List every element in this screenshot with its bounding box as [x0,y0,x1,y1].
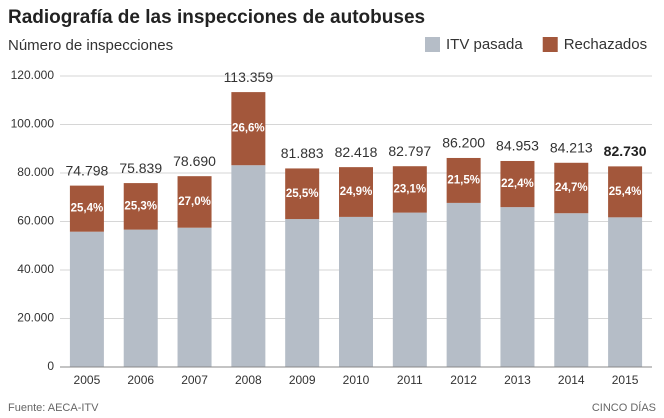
y-tick-label: 120.000 [11,68,55,82]
total-label: 78.690 [173,153,216,169]
share-label: 25,3% [124,200,157,212]
total-label: 86.200 [442,135,485,151]
share-label: 26,6% [232,123,265,135]
share-label: 24,7% [555,182,588,194]
share-label: 22,4% [501,178,534,190]
x-tick-label: 2013 [504,373,531,387]
share-label: 25,5% [286,188,319,200]
y-tick-label: 20.000 [17,311,54,325]
share-label: 23,1% [394,183,427,195]
bar-segment [392,166,427,213]
bar-segment [231,165,266,367]
bar-segment [392,212,427,367]
bar-segment [446,157,481,203]
share-label: 25,4% [71,203,104,215]
y-tick-label: 100.000 [11,117,55,131]
total-label: 82.797 [388,143,431,159]
x-tick-label: 2014 [558,373,585,387]
bar-segment [339,167,373,217]
share-label: 25,4% [609,186,642,198]
bar-segment [123,229,158,367]
share-label: 21,5% [447,174,480,186]
bar-segment [177,227,212,367]
total-label: 113.359 [224,69,274,85]
bar-segment [554,162,589,214]
x-tick-label: 2010 [343,373,370,387]
y-tick-label: 40.000 [17,262,54,276]
share-label: 27,0% [178,196,211,208]
total-label: 84.213 [550,139,593,155]
y-tick-label: 0 [47,359,54,373]
x-tick-label: 2015 [612,373,639,387]
legend-swatch [542,37,558,52]
x-tick-label: 2009 [289,373,316,387]
x-tick-label: 2007 [181,373,208,387]
y-tick-label: 80.000 [17,165,54,179]
y-tick-label: 60.000 [17,214,54,228]
total-label: 82.418 [335,144,378,160]
bar-segment [123,183,158,230]
legend-swatch [425,37,440,52]
total-label: 81.883 [281,145,324,161]
bar-segment [285,168,320,220]
chart-title: Radiografía de las inspecciones de autob… [8,7,425,28]
bar-segment [177,176,212,228]
legend-label: Rechazados [564,36,647,53]
bar-segment [500,160,535,208]
bar-segment [446,202,481,367]
bar-segment [69,185,104,232]
share-label: 24,9% [340,186,373,198]
legend-label: ITV pasada [446,36,523,53]
bar-segment [285,219,320,367]
source: Fuente: AECA-ITV [8,402,99,414]
total-label: 84.953 [496,138,539,154]
bar-segment [231,92,266,166]
bar-segment [608,217,643,367]
total-label: 75.839 [119,160,162,176]
bar-segment [608,166,643,218]
bar-segment [500,207,535,367]
bar-segment [339,216,373,367]
chart-subtitle: Número de inspecciones [8,37,173,54]
x-tick-label: 2008 [235,373,262,387]
bar-segment [554,213,589,367]
total-label: 74.798 [65,162,108,178]
total-label: 82.730 [604,143,647,159]
x-tick-label: 2011 [397,373,423,387]
x-tick-label: 2005 [74,373,101,387]
credit: CINCO DÍAS [592,401,656,414]
x-tick-label: 2006 [127,373,154,387]
bar-segment [69,231,104,367]
x-tick-label: 2012 [450,373,477,387]
